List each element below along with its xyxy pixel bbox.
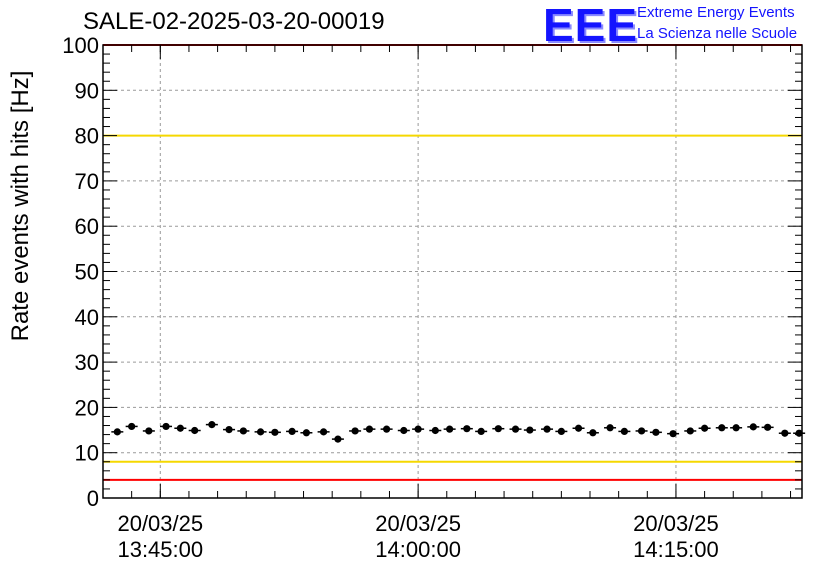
data-points — [111, 421, 806, 443]
y-tick-label: 90 — [75, 78, 99, 103]
y-axis-label: Rate events with hits [Hz] — [7, 71, 34, 342]
y-tick-label: 30 — [75, 350, 99, 375]
data-point — [191, 426, 199, 435]
data-point — [718, 424, 726, 432]
data-point — [319, 428, 328, 436]
data-point — [334, 435, 342, 443]
data-point — [511, 425, 520, 433]
data-point — [543, 425, 551, 433]
data-point — [383, 425, 391, 433]
data-point — [574, 424, 583, 432]
data-point — [351, 427, 359, 435]
data-point — [732, 424, 740, 432]
data-point — [637, 427, 646, 435]
data-point — [239, 427, 247, 435]
x-tick-time-label: 13:45:00 — [117, 537, 203, 562]
x-tick-labels: 20/03/2513:45:0020/03/2514:00:0020/03/25… — [117, 511, 718, 562]
chart-title: SALE-02-2025-03-20-00019 — [83, 8, 385, 35]
data-point — [700, 424, 709, 432]
y-tick-label: 80 — [75, 124, 99, 149]
y-tick-label: 70 — [75, 169, 99, 194]
data-point — [128, 422, 136, 431]
data-point — [288, 427, 296, 436]
x-tick-time-label: 14:00:00 — [375, 537, 461, 562]
data-point — [606, 424, 614, 432]
x-tick-date-label: 20/03/25 — [117, 511, 203, 536]
logo-line-1: Extreme Energy Events — [637, 4, 795, 21]
reference-lines — [103, 44, 802, 481]
y-tick-label: 40 — [75, 305, 99, 330]
data-point — [446, 425, 454, 433]
data-point — [302, 429, 310, 437]
y-tick-labels: 0 10 20 30 40 50 60 70 80 90 100 — [62, 33, 99, 511]
y-tick-label: 100 — [62, 33, 99, 58]
data-point — [764, 423, 772, 431]
y-tick-label: 60 — [75, 214, 99, 239]
data-point — [669, 430, 677, 438]
y-tick-label: 10 — [75, 441, 99, 466]
eee-logo: EEE — [543, 0, 639, 51]
axes — [102, 44, 803, 499]
data-point — [271, 428, 279, 436]
data-point — [494, 425, 502, 433]
data-point — [431, 426, 439, 435]
x-tick-date-label: 20/03/25 — [633, 511, 719, 536]
data-point — [652, 428, 660, 436]
data-point — [365, 425, 374, 433]
data-point — [781, 429, 789, 437]
y-tick-label: 50 — [75, 260, 99, 285]
data-point — [113, 428, 121, 436]
data-point — [557, 427, 565, 436]
data-point — [414, 425, 422, 433]
data-point — [620, 427, 628, 436]
data-point — [463, 425, 471, 433]
data-point — [208, 421, 216, 429]
data-point — [145, 427, 153, 435]
data-point — [686, 427, 694, 435]
y-tick-label: 20 — [75, 395, 99, 420]
data-point — [477, 427, 485, 436]
x-tick-date-label: 20/03/25 — [375, 511, 461, 536]
logo-line-2: La Scienza nelle Scuole — [637, 25, 798, 42]
x-tick-time-label: 14:15:00 — [633, 537, 719, 562]
data-point — [749, 423, 757, 431]
data-point — [589, 429, 597, 437]
data-point — [526, 426, 534, 434]
data-point — [162, 422, 170, 431]
data-point — [176, 424, 184, 432]
data-point — [400, 426, 408, 435]
data-point — [225, 425, 233, 434]
y-tick-label: 0 — [87, 486, 99, 511]
data-point — [256, 428, 265, 436]
